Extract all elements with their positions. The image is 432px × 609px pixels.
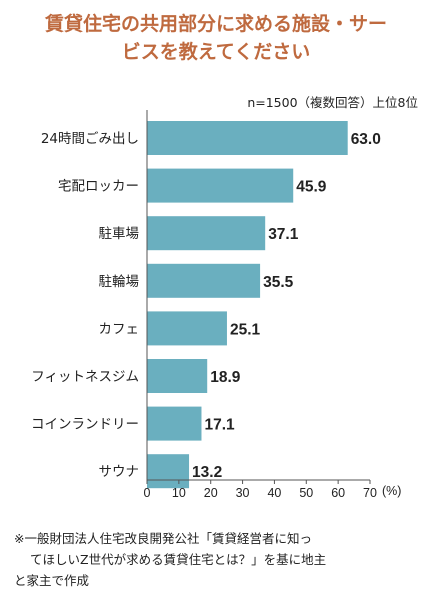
bar (147, 406, 202, 441)
value-label: 35.5 (263, 274, 294, 291)
value-label: 37.1 (268, 226, 299, 243)
x-tick-label: 40 (267, 486, 281, 500)
category-label: カフェ (99, 321, 140, 337)
x-tick-label: 30 (236, 486, 250, 500)
value-label: 25.1 (230, 321, 261, 338)
category-label: 宅配ロッカー (58, 179, 139, 195)
category-label: 駐車場 (99, 226, 140, 242)
footnote-line-2: てほしいZ世代が求める賃貸住宅とは？」を基に地主 (30, 552, 327, 567)
chart-title: 賃貸住宅の共用部分に求める施設・サー ビスを教えてください (0, 10, 432, 66)
sample-note: n=1500（複数回答）上位8位 (247, 95, 418, 110)
x-axis-unit: (%) (382, 484, 401, 498)
bar (147, 454, 190, 489)
chart-title-line-2: ビスを教えてください (121, 41, 311, 63)
x-tick-label: 20 (204, 486, 218, 500)
bar (147, 168, 294, 203)
source-footnote: ※一般財団法人住宅改良開発公社「賃貸経営者に知っ てほしいZ世代が求める賃貸住宅… (14, 528, 424, 591)
value-label: 45.9 (296, 179, 327, 196)
category-label: サウナ (99, 464, 140, 480)
x-tick-label: 10 (172, 486, 186, 500)
bar (147, 263, 261, 298)
value-label: 18.9 (210, 369, 241, 386)
bar (147, 216, 266, 251)
value-label: 63.0 (351, 131, 381, 148)
category-label: 24時間ごみ出し (41, 131, 139, 147)
category-label: コインランドリー (31, 417, 139, 433)
x-tick-label: 60 (331, 486, 345, 500)
footnote-line-1: ※一般財団法人住宅改良開発公社「賃貸経営者に知っ (14, 531, 312, 546)
value-label: 17.1 (204, 417, 235, 434)
bar (147, 121, 348, 155)
chart-title-line-1: 賃貸住宅の共用部分に求める施設・サー (44, 13, 387, 35)
x-tick-label: 50 (299, 486, 313, 500)
bar (147, 311, 227, 346)
value-label: 13.2 (192, 464, 222, 481)
footnote-line-3: と家主で作成 (14, 573, 90, 588)
x-tick-label: 70 (363, 486, 377, 500)
category-label: 駐輪場 (99, 273, 140, 290)
category-label: フィットネスジム (31, 369, 139, 385)
bar (147, 359, 208, 393)
bar-chart: 24時間ごみ出し 63.0 宅配ロッカー 45.9 駐車場 37.1 駐輪場 35.5 カフェ 2… (31, 110, 401, 500)
x-tick-label: 0 (144, 486, 151, 500)
